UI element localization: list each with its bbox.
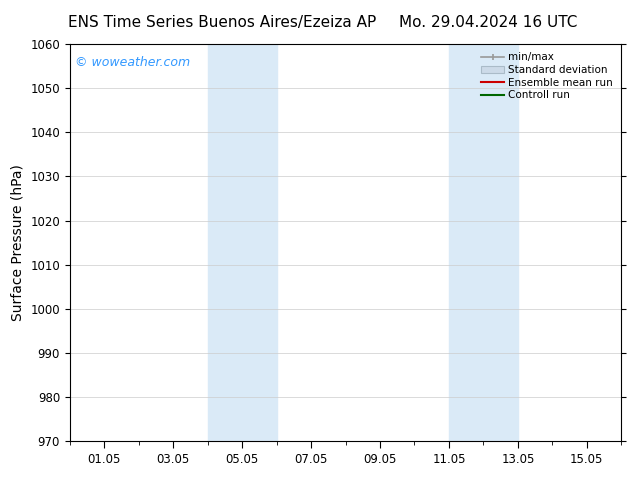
Y-axis label: Surface Pressure (hPa): Surface Pressure (hPa) (11, 164, 25, 321)
Legend: min/max, Standard deviation, Ensemble mean run, Controll run: min/max, Standard deviation, Ensemble me… (478, 49, 616, 103)
Bar (207, 44, 276, 441)
Text: Mo. 29.04.2024 16 UTC: Mo. 29.04.2024 16 UTC (399, 15, 578, 29)
Text: ENS Time Series Buenos Aires/Ezeiza AP: ENS Time Series Buenos Aires/Ezeiza AP (68, 15, 376, 29)
Bar (449, 44, 518, 441)
Text: © woweather.com: © woweather.com (75, 56, 190, 69)
